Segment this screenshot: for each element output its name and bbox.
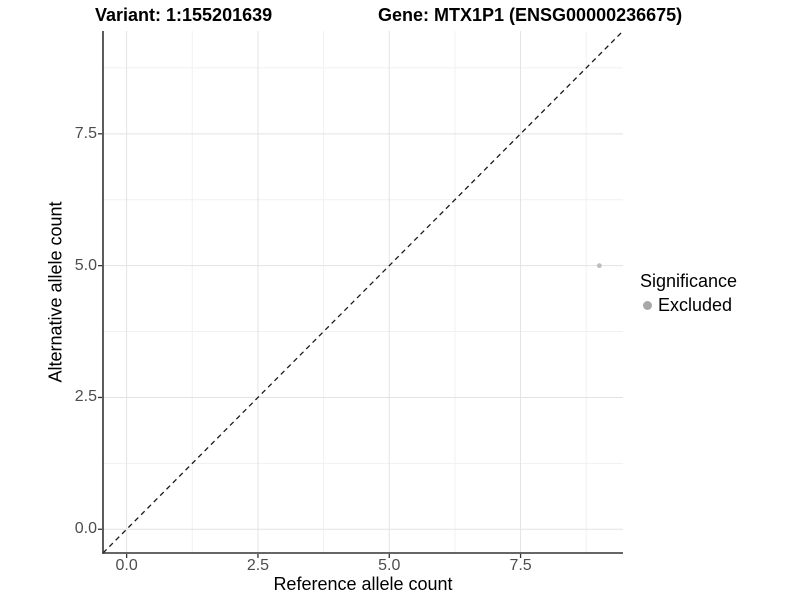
- x-tick-label: 2.5: [246, 557, 270, 574]
- legend: Significance Excluded: [640, 271, 737, 316]
- plot-title-variant: Variant: 1:155201639: [95, 5, 273, 25]
- x-tick-label: 5.0: [378, 557, 401, 574]
- y-axis-label: Alternative allele count: [45, 201, 66, 383]
- legend-item-excluded: Excluded: [640, 295, 737, 316]
- legend-title: Significance: [640, 271, 738, 291]
- plot-title-gene: Gene: MTX1P1 (ENSG00000236675): [378, 5, 683, 25]
- identity-dashed-line: [102, 30, 624, 554]
- data-point: [596, 263, 602, 269]
- x-tick-label: 0.0: [115, 557, 138, 574]
- legend-item-label: Excluded: [658, 295, 733, 315]
- y-tick-label: 0.0: [74, 520, 97, 538]
- x-axis-label: Reference allele count: [273, 574, 453, 594]
- y-tick-label: 2.5: [74, 388, 97, 406]
- y-tick-label: 5.0: [74, 256, 97, 274]
- excluded-point-swatch-icon: [643, 301, 652, 310]
- x-tick-label: 7.5: [509, 557, 532, 574]
- y-tick-label: 7.5: [74, 124, 97, 142]
